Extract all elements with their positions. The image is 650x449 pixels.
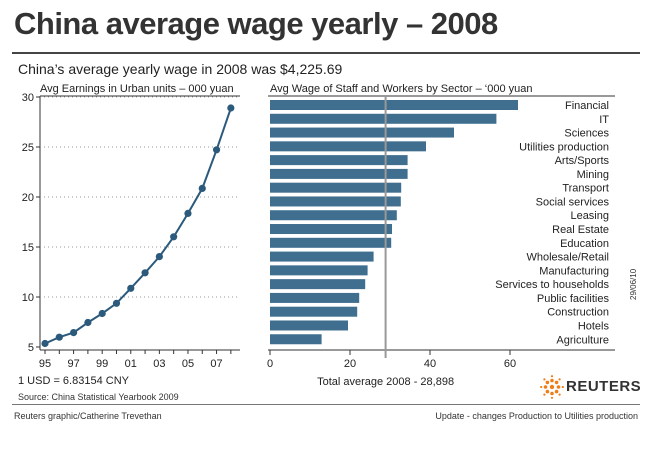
bar-wholesale-retail <box>270 251 374 262</box>
line-chart-x-tick-label: 01 <box>125 358 137 370</box>
title-divider <box>12 52 640 54</box>
line-chart-x-tick-label: 95 <box>39 358 51 370</box>
bar-real-estate <box>270 224 392 235</box>
bar-category-label: Social services <box>536 196 610 208</box>
bar-chart-x-tick-label: 40 <box>424 358 436 370</box>
line-point <box>198 184 206 192</box>
update-note: Update - changes Production to Utilities… <box>435 411 638 421</box>
line-chart: Avg Earnings in Urban units – 000 yuan 5… <box>22 83 240 370</box>
bar-arts-sports <box>270 155 408 166</box>
line-chart-x-tick-label: 99 <box>96 358 108 370</box>
credit-note: Reuters graphic/Catherine Trevethan <box>14 411 162 421</box>
bar-category-label: Hotels <box>578 320 610 332</box>
line-chart-y-ticks: 5 10 15 20 25 30 <box>22 92 40 354</box>
line-point <box>84 318 92 327</box>
bar-category-label: Transport <box>562 183 609 195</box>
bar-construction <box>270 306 358 317</box>
bar-leasing <box>270 210 397 221</box>
bar-category-label: Sciences <box>564 128 609 140</box>
line-chart-x-ticks: 95 97 99 01 03 05 07 <box>39 350 232 370</box>
line-point <box>227 104 235 112</box>
average-label: Total average 2008 - 28,898 <box>317 376 454 388</box>
line-chart-y-tick-label: 10 <box>22 292 34 304</box>
line-chart-y-tick-label: 30 <box>22 92 34 104</box>
line-point <box>98 309 106 318</box>
bar-chart-title: Avg Wage of Staff and Workers by Sector … <box>270 83 533 95</box>
bar-category-label: Real Estate <box>552 224 609 236</box>
reuters-logo: REUTERS <box>540 374 642 400</box>
line-point <box>170 233 178 241</box>
line-chart-x-tick-label: 07 <box>210 358 222 370</box>
bar-category-label: Construction <box>547 307 609 319</box>
bar-hotels <box>270 320 348 331</box>
line-point <box>212 146 221 154</box>
bar-financial <box>270 100 518 110</box>
subtitle: China’s average yearly wage in 2008 was … <box>18 61 343 77</box>
line-chart-x-tick-label: 97 <box>67 358 79 370</box>
reuters-logo-text: REUTERS <box>566 378 642 395</box>
exchange-rate-note: 1 USD = 6.83154 CNY <box>18 375 129 387</box>
line-points <box>41 104 235 348</box>
line-chart-y-tick-label: 5 <box>28 342 34 354</box>
bar-chart-x-ticks: 0 20 40 60 <box>267 350 516 370</box>
bar-category-label: Leasing <box>570 210 609 222</box>
line-point <box>155 253 163 261</box>
line-point <box>69 329 78 337</box>
bar-category-label: IT <box>599 114 609 126</box>
bar-chart-x-tick-label: 20 <box>344 358 356 370</box>
line-point <box>141 269 149 277</box>
line-chart-x-tick-label: 03 <box>153 358 165 370</box>
bar-category-label: Agriculture <box>556 334 609 346</box>
line-point <box>127 284 135 292</box>
line-chart-y-tick-label: 25 <box>22 142 34 154</box>
line-series <box>44 107 232 345</box>
bar-chart-x-tick-label: 0 <box>267 358 273 370</box>
bar-category-label: Utilities production <box>519 141 609 153</box>
line-point <box>184 209 192 217</box>
bar-public-facilities <box>270 292 360 303</box>
bar-sciences <box>270 127 454 138</box>
line-chart-x-tick-label: 05 <box>182 358 194 370</box>
bar-category-label: Education <box>560 238 609 250</box>
line-chart-title: Avg Earnings in Urban units – 000 yuan <box>40 83 234 95</box>
bar-category-label: Wholesale/Retail <box>526 252 609 264</box>
bar-utilities-production <box>270 141 426 152</box>
bar-category-label: Arts/Sports <box>555 155 610 167</box>
line-point <box>112 299 121 307</box>
page-title: China average wage yearly – 2008 <box>14 6 498 41</box>
line-chart-grid <box>40 96 240 298</box>
bar-chart-x-tick-label: 60 <box>504 358 516 370</box>
line-point <box>41 339 49 348</box>
footer-divider <box>12 404 640 405</box>
bar-it <box>270 113 497 124</box>
bar-category-label: Financial <box>565 100 609 112</box>
bar-transport <box>270 182 402 193</box>
bar-mining <box>270 168 408 179</box>
bar-education <box>270 237 392 248</box>
bar-category-label: Services to households <box>495 279 609 291</box>
bar-social-services <box>270 196 401 207</box>
reuters-logo-icon <box>540 375 564 399</box>
line-chart-y-tick-label: 20 <box>22 192 34 204</box>
date-stamp: 29/06/10 <box>629 268 638 300</box>
bar-chart: Avg Wage of Staff and Workers by Sector … <box>267 83 615 388</box>
bars <box>270 100 518 345</box>
bar-category-label: Public facilities <box>537 293 610 305</box>
bar-category-label: Mining <box>577 169 609 181</box>
bar-manufacturing <box>270 265 368 276</box>
line-chart-y-tick-label: 15 <box>22 242 34 254</box>
bar-category-label: Manufacturing <box>539 265 609 277</box>
line-point <box>55 333 63 341</box>
bar-agriculture <box>270 334 322 345</box>
bar-services-to-households <box>270 279 366 290</box>
source-note: Source: China Statistical Yearbook 2009 <box>18 392 179 402</box>
